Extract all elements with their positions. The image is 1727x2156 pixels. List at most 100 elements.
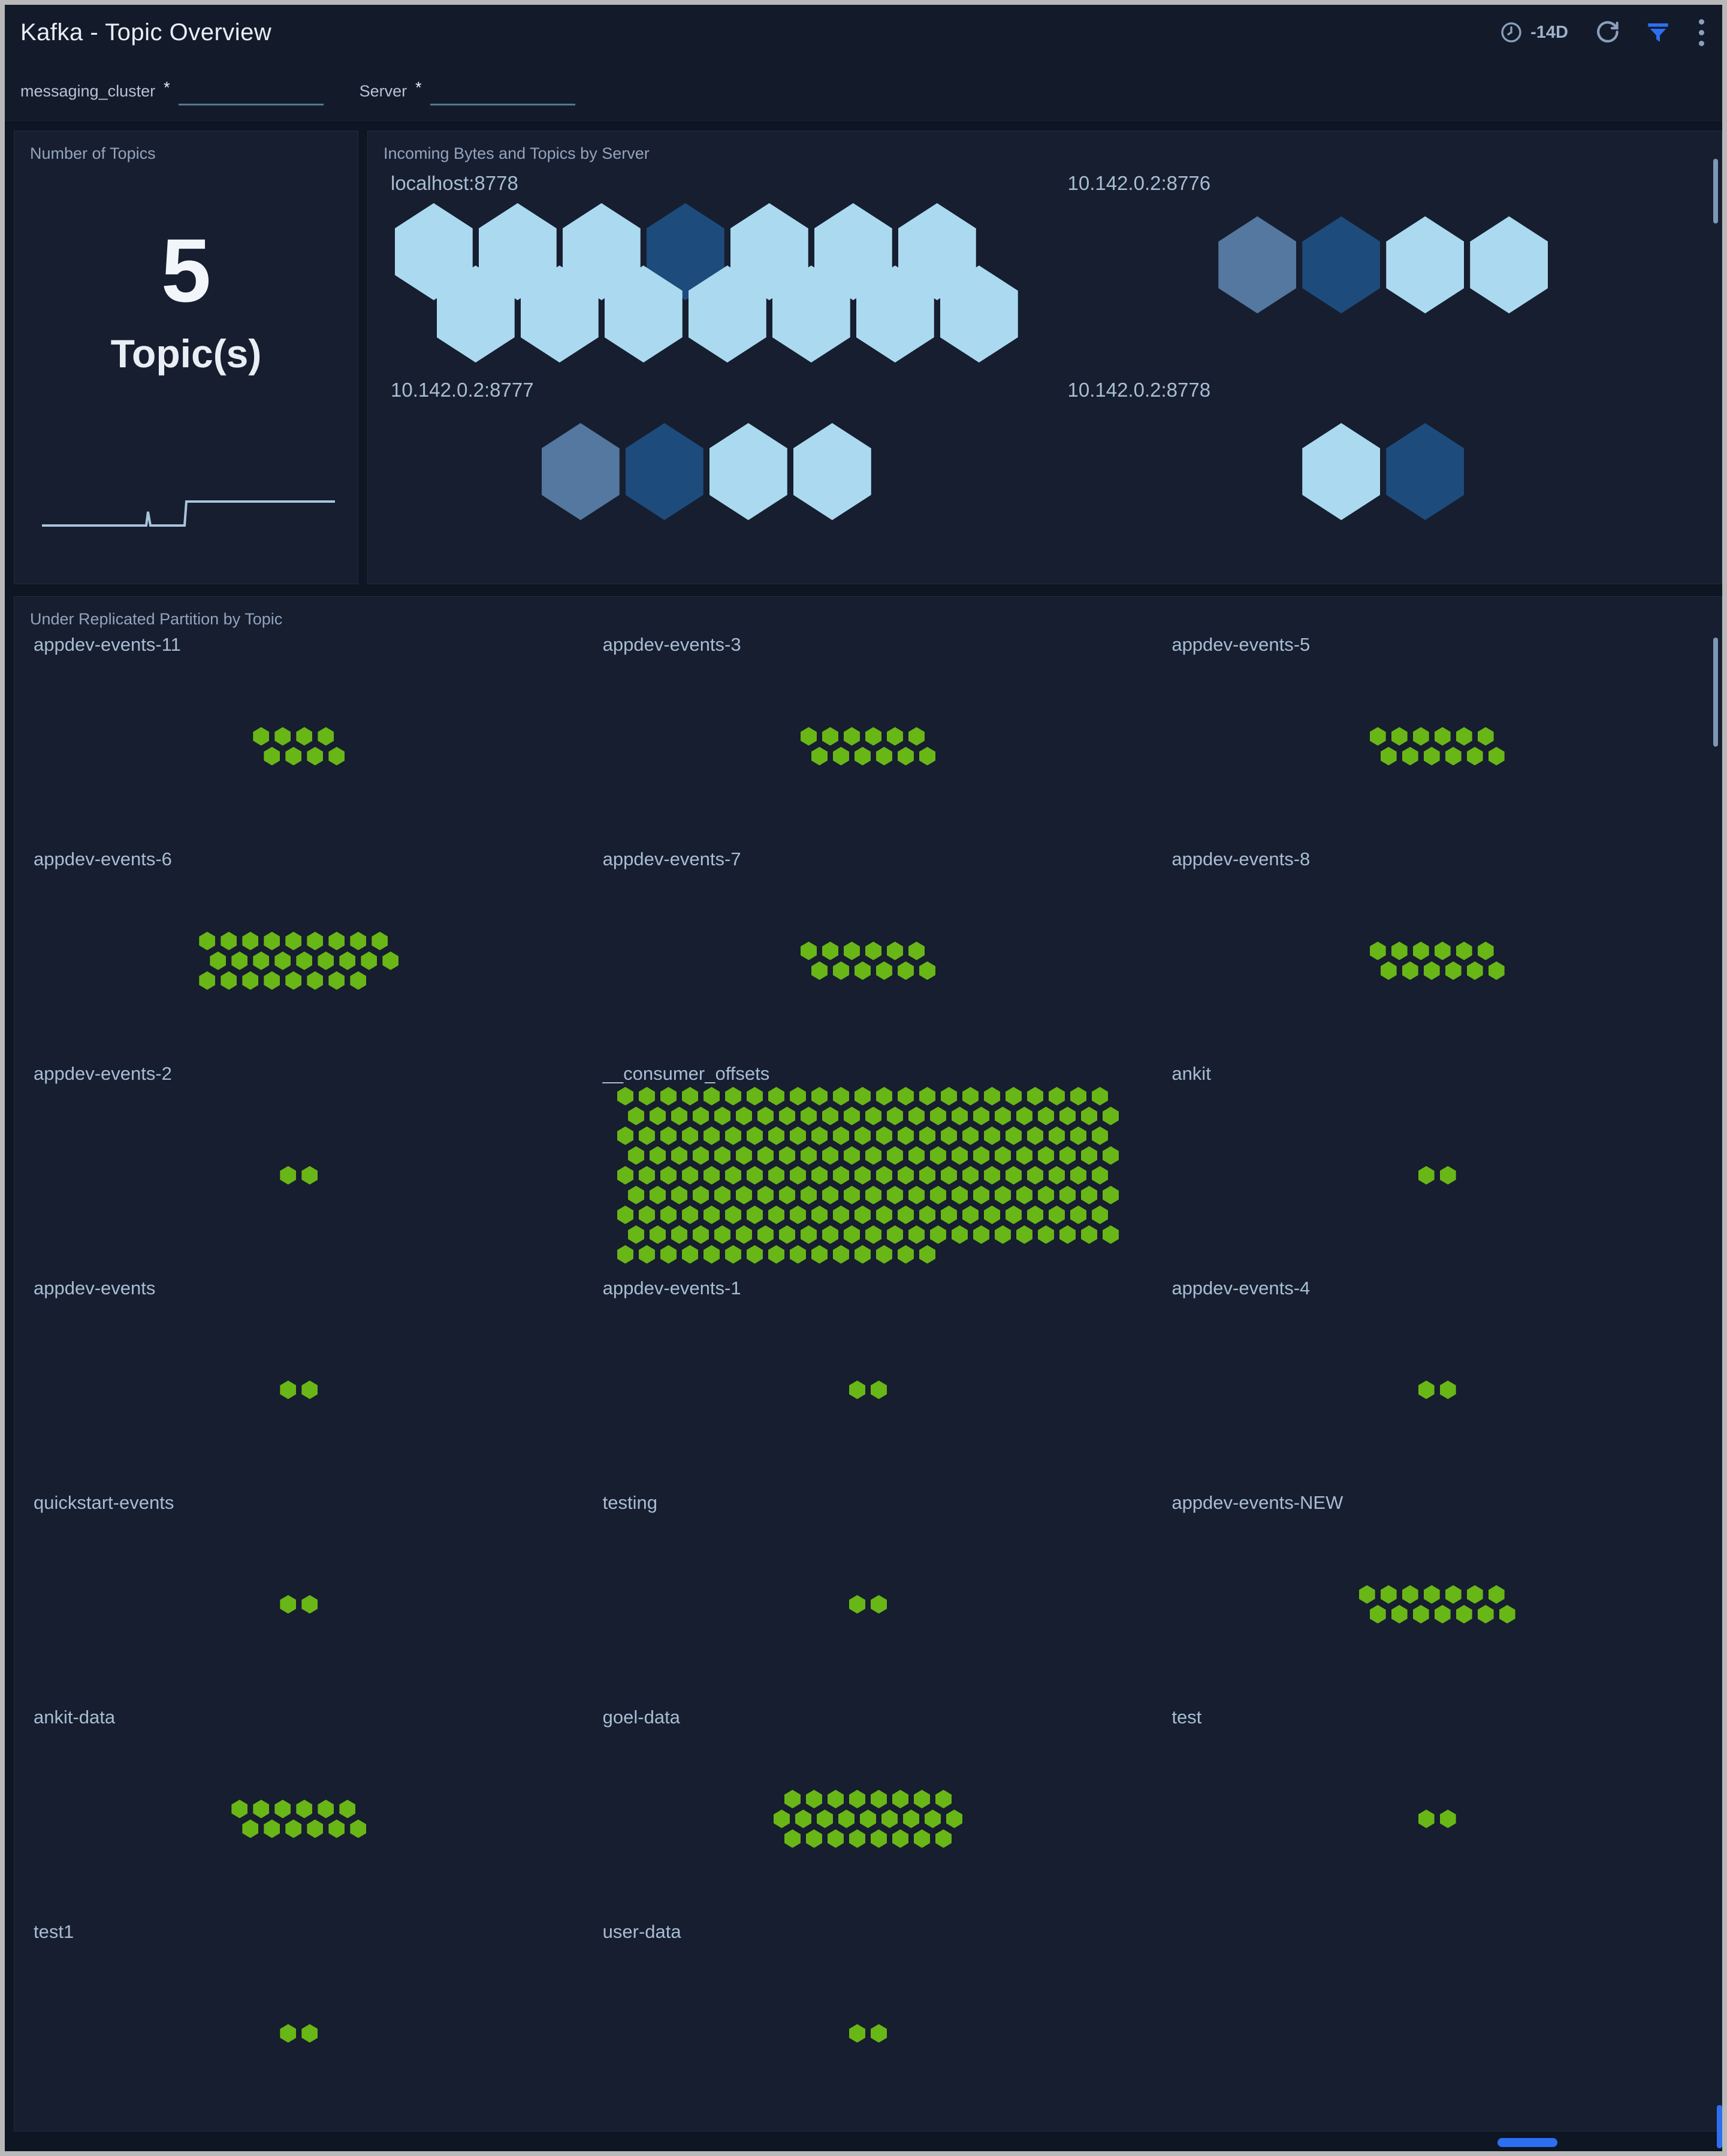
partition-hex[interactable] — [983, 1086, 1000, 1106]
partition-hex[interactable] — [1439, 1809, 1456, 1828]
messaging-cluster-input[interactable] — [178, 76, 324, 105]
partition-hex[interactable] — [789, 1126, 806, 1145]
partition-hex[interactable] — [951, 1106, 968, 1125]
partition-hex[interactable] — [811, 961, 828, 980]
partition-hex[interactable] — [854, 1165, 871, 1185]
partition-hex[interactable] — [935, 1829, 952, 1848]
server-topic-hex[interactable] — [1302, 216, 1381, 313]
partition-hex[interactable] — [789, 1205, 806, 1224]
partition-hex[interactable] — [886, 941, 903, 961]
partition-hex[interactable] — [962, 1205, 979, 1224]
partition-hex[interactable] — [843, 727, 860, 746]
partition-hex[interactable] — [1423, 747, 1440, 766]
partition-hex[interactable] — [221, 931, 237, 950]
partition-hex[interactable] — [951, 1225, 968, 1244]
partition-hex[interactable] — [627, 1225, 644, 1244]
partition-hex[interactable] — [1456, 941, 1472, 961]
partition-hex[interactable] — [757, 1185, 774, 1204]
partition-hex[interactable] — [865, 941, 881, 961]
partition-hex[interactable] — [919, 1245, 935, 1264]
partition-hex[interactable] — [296, 1799, 313, 1819]
partition-hex[interactable] — [703, 1086, 720, 1106]
partition-hex[interactable] — [849, 1829, 865, 1848]
partition-hex[interactable] — [811, 1126, 828, 1145]
partition-hex[interactable] — [1059, 1146, 1076, 1165]
partition-hex[interactable] — [1418, 1380, 1435, 1399]
partition-hex[interactable] — [1466, 1585, 1483, 1604]
partition-hex[interactable] — [638, 1165, 655, 1185]
partition-hex[interactable] — [274, 727, 291, 746]
partition-hex[interactable] — [318, 727, 334, 746]
partition-hex[interactable] — [811, 1165, 828, 1185]
partition-hex[interactable] — [983, 1205, 1000, 1224]
partition-hex[interactable] — [881, 1809, 898, 1828]
partition-hex[interactable] — [854, 1245, 871, 1264]
partition-hex[interactable] — [843, 1185, 860, 1204]
partition-hex[interactable] — [811, 1245, 828, 1264]
partition-hex[interactable] — [865, 1225, 881, 1244]
partition-hex[interactable] — [962, 1126, 979, 1145]
partition-hex[interactable] — [843, 1146, 860, 1165]
partition-hex[interactable] — [811, 1086, 828, 1106]
partition-hex[interactable] — [1439, 1165, 1456, 1185]
partition-hex[interactable] — [681, 1205, 698, 1224]
server-topic-hex[interactable] — [793, 423, 871, 520]
partition-hex[interactable] — [627, 1146, 644, 1165]
partition-hex[interactable] — [1418, 1165, 1435, 1185]
partition-hex[interactable] — [1091, 1165, 1108, 1185]
partition-hex[interactable] — [778, 1185, 795, 1204]
partition-hex[interactable] — [865, 1185, 881, 1204]
partition-hex[interactable] — [897, 1165, 914, 1185]
partition-hex[interactable] — [994, 1225, 1011, 1244]
partition-hex[interactable] — [296, 951, 313, 970]
partition-hex[interactable] — [827, 1789, 844, 1808]
partition-hex[interactable] — [789, 1165, 806, 1185]
partition-hex[interactable] — [1488, 961, 1505, 980]
partition-hex[interactable] — [902, 1809, 919, 1828]
partition-hex[interactable] — [382, 951, 399, 970]
partition-hex[interactable] — [1048, 1086, 1065, 1106]
partition-hex[interactable] — [1412, 1605, 1429, 1624]
partition-hex[interactable] — [735, 1185, 752, 1204]
partition-hex[interactable] — [1434, 941, 1451, 961]
partition-hex[interactable] — [892, 1829, 908, 1848]
partition-hex[interactable] — [805, 1829, 822, 1848]
partition-hex[interactable] — [660, 1245, 677, 1264]
partition-hex[interactable] — [280, 1595, 297, 1614]
server-topic-hex[interactable] — [625, 423, 704, 520]
partition-hex[interactable] — [1423, 1585, 1440, 1604]
partition-hex[interactable] — [1391, 727, 1408, 746]
partition-hex[interactable] — [1005, 1165, 1022, 1185]
partition-hex[interactable] — [660, 1126, 677, 1145]
partition-hex[interactable] — [1445, 961, 1462, 980]
partition-hex[interactable] — [1423, 961, 1440, 980]
partition-hex[interactable] — [886, 727, 903, 746]
partition-hex[interactable] — [929, 1106, 946, 1125]
partition-hex[interactable] — [849, 1789, 865, 1808]
partition-hex[interactable] — [875, 1205, 892, 1224]
partition-hex[interactable] — [892, 1789, 908, 1808]
partition-hex[interactable] — [800, 1185, 817, 1204]
partition-hex[interactable] — [274, 951, 291, 970]
partition-hex[interactable] — [875, 1165, 892, 1185]
partition-hex[interactable] — [973, 1225, 989, 1244]
partition-hex[interactable] — [1358, 1585, 1375, 1604]
panel-scrollbar-thumb[interactable] — [1713, 638, 1718, 747]
partition-hex[interactable] — [1037, 1185, 1054, 1204]
panel-scrollbar-thumb[interactable] — [1713, 159, 1718, 224]
partition-hex[interactable] — [1391, 941, 1408, 961]
partition-hex[interactable] — [1048, 1205, 1065, 1224]
partition-hex[interactable] — [870, 1789, 887, 1808]
time-range-picker[interactable]: -14D — [1499, 20, 1568, 44]
partition-hex[interactable] — [811, 747, 828, 766]
partition-hex[interactable] — [361, 951, 378, 970]
partition-hex[interactable] — [724, 1205, 741, 1224]
partition-hex[interactable] — [714, 1225, 730, 1244]
partition-hex[interactable] — [757, 1225, 774, 1244]
partition-hex[interactable] — [859, 1809, 876, 1828]
server-input[interactable] — [430, 76, 575, 105]
partition-hex[interactable] — [843, 941, 860, 961]
partition-hex[interactable] — [768, 1126, 784, 1145]
partition-hex[interactable] — [350, 1819, 367, 1838]
partition-hex[interactable] — [913, 1829, 930, 1848]
